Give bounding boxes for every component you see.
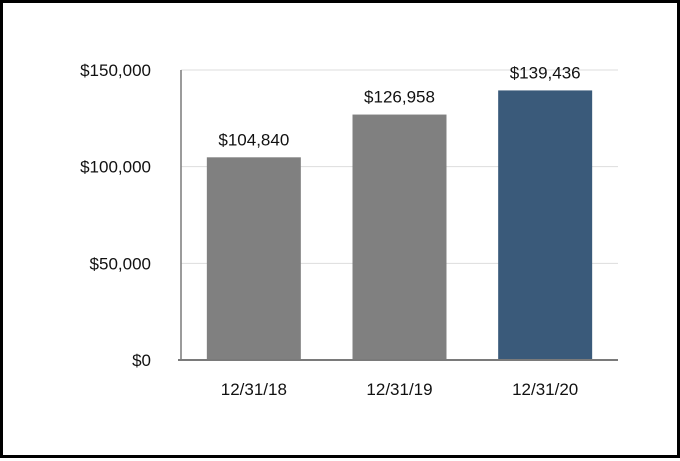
x-tick-label: 12/31/18 [221, 380, 287, 399]
bar [352, 114, 447, 360]
data-label: $126,958 [364, 88, 435, 107]
y-tick-label: $150,000 [80, 61, 151, 80]
y-tick-label: $0 [132, 351, 151, 370]
bar [206, 157, 301, 360]
data-label: $139,436 [510, 63, 581, 82]
y-tick-label: $100,000 [80, 158, 151, 177]
x-tick-label: 12/31/19 [366, 380, 432, 399]
x-tick-label: 12/31/20 [512, 380, 578, 399]
data-label: $104,840 [218, 130, 289, 149]
bar [498, 90, 593, 360]
bar-chart: $0 $50,000 $100,000 $150,000 $104,840 12/31/1… [80, 61, 618, 399]
y-tick-label: $50,000 [90, 254, 151, 273]
